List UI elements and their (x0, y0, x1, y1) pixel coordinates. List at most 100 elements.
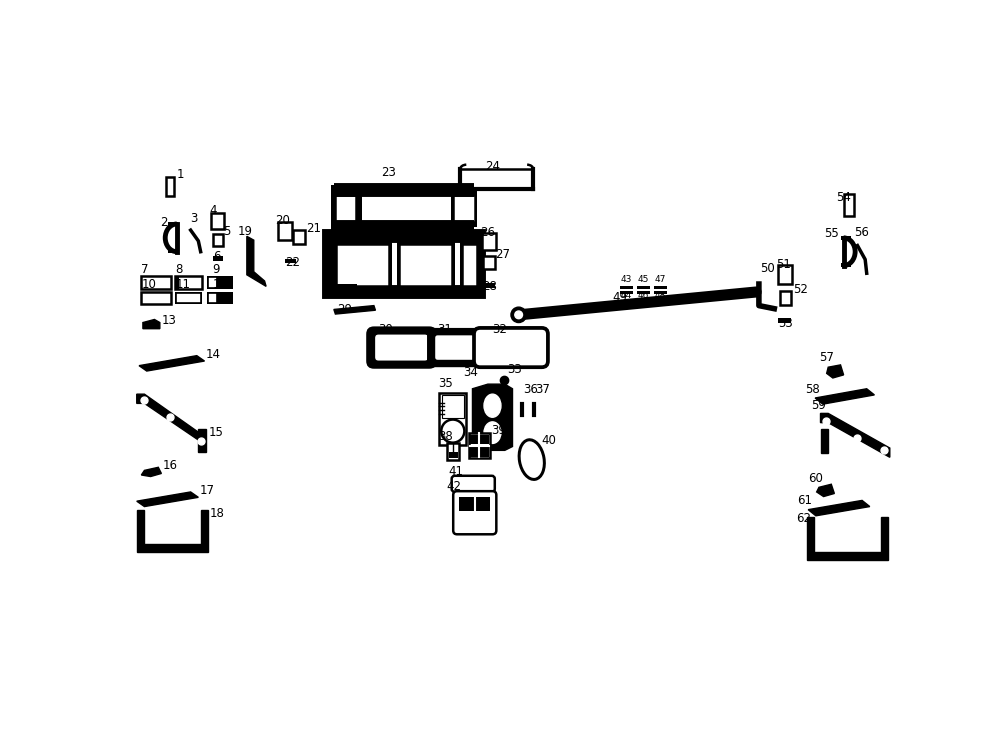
Text: 15: 15 (208, 426, 223, 439)
Text: 33: 33 (507, 364, 522, 376)
Text: 35: 35 (438, 377, 453, 390)
Bar (470, 446, 489, 457)
Bar (439, 392, 466, 445)
Text: 10: 10 (141, 278, 156, 291)
Text: 37: 37 (536, 383, 550, 397)
Bar (175, 276, 179, 289)
Text: 1: 1 (177, 168, 184, 181)
Bar (458, 482, 489, 486)
Circle shape (441, 419, 464, 442)
Polygon shape (137, 492, 198, 506)
Text: 57: 57 (819, 351, 834, 364)
Text: 59: 59 (811, 399, 826, 412)
Bar (207, 276, 233, 289)
Bar (278, 222, 292, 240)
Bar (778, 318, 791, 323)
Text: 3: 3 (191, 211, 198, 225)
Text: 19: 19 (238, 225, 253, 238)
Text: 34: 34 (463, 366, 478, 379)
Text: 32: 32 (492, 323, 507, 337)
Text: 23: 23 (382, 166, 396, 178)
Text: 61: 61 (797, 494, 812, 507)
Text: 52: 52 (794, 284, 808, 296)
Bar (207, 292, 233, 304)
Bar (331, 187, 362, 227)
Bar (399, 244, 452, 286)
Bar (637, 291, 650, 294)
Text: 53: 53 (778, 317, 793, 330)
Bar (293, 230, 305, 244)
Polygon shape (820, 429, 828, 454)
Bar (385, 344, 419, 352)
Circle shape (515, 311, 523, 319)
Polygon shape (139, 356, 205, 371)
Polygon shape (815, 388, 874, 404)
Bar (336, 244, 389, 286)
Text: 12: 12 (212, 278, 227, 291)
Bar (447, 442, 459, 460)
Polygon shape (143, 320, 160, 328)
Text: 41: 41 (449, 465, 464, 478)
Polygon shape (141, 467, 161, 476)
Ellipse shape (519, 440, 544, 479)
Text: 6: 6 (213, 251, 220, 263)
Text: 31: 31 (437, 323, 452, 337)
Bar (175, 292, 202, 304)
Bar (166, 177, 174, 197)
Text: 39: 39 (491, 424, 506, 436)
FancyBboxPatch shape (427, 328, 482, 368)
Text: 58: 58 (805, 382, 820, 396)
Bar (453, 195, 475, 223)
Bar (335, 195, 356, 223)
Text: 16: 16 (163, 459, 178, 472)
Text: 17: 17 (200, 484, 215, 496)
Text: 13: 13 (161, 314, 176, 327)
Polygon shape (137, 510, 208, 552)
Text: 28: 28 (482, 280, 497, 293)
Text: 56: 56 (854, 226, 869, 239)
Text: 46: 46 (637, 291, 649, 300)
Text: 5: 5 (223, 225, 230, 238)
Polygon shape (808, 500, 870, 516)
Bar (841, 236, 851, 240)
Text: 36: 36 (523, 383, 538, 397)
Bar (654, 291, 667, 294)
Text: 50: 50 (760, 262, 775, 274)
Text: 38: 38 (438, 430, 453, 442)
Bar (637, 286, 650, 289)
Bar (331, 184, 477, 194)
Bar (329, 236, 479, 292)
Bar (168, 250, 178, 254)
Text: 4: 4 (209, 204, 217, 217)
Bar (451, 187, 477, 227)
Text: 29: 29 (337, 304, 352, 316)
Bar (449, 452, 458, 458)
Text: 45: 45 (637, 275, 649, 284)
Text: 48: 48 (654, 291, 666, 300)
Text: 40: 40 (542, 433, 557, 446)
Text: 44: 44 (620, 291, 632, 300)
FancyBboxPatch shape (374, 333, 429, 362)
Bar (208, 292, 217, 303)
Bar (141, 292, 171, 304)
Bar (459, 497, 490, 512)
Text: 47: 47 (654, 275, 666, 284)
Text: 11: 11 (175, 278, 190, 291)
FancyBboxPatch shape (453, 491, 496, 534)
Text: 49: 49 (613, 291, 628, 304)
Text: 14: 14 (206, 348, 221, 361)
Polygon shape (807, 518, 888, 560)
Bar (482, 283, 495, 288)
Bar (397, 240, 455, 288)
Text: 54: 54 (836, 191, 851, 204)
Text: 7: 7 (141, 262, 149, 275)
Bar (620, 291, 633, 294)
Bar (168, 223, 178, 226)
Bar (469, 433, 490, 458)
Text: 26: 26 (480, 226, 495, 238)
Bar (654, 286, 667, 289)
Polygon shape (820, 413, 890, 458)
Bar (470, 435, 489, 444)
Polygon shape (817, 484, 834, 496)
Bar (483, 256, 495, 268)
